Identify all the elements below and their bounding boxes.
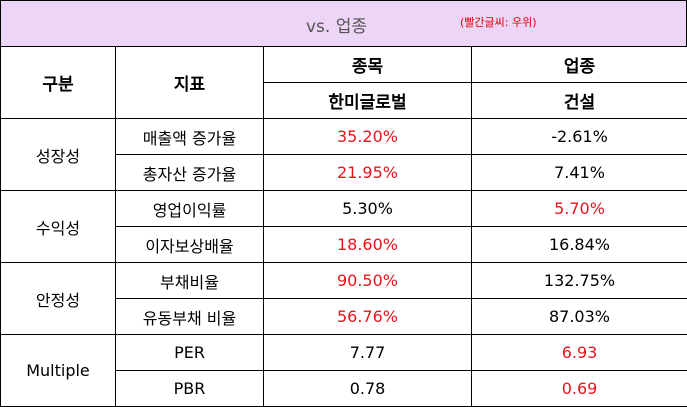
stock-value: 5.30%: [264, 191, 472, 227]
stock-value: 18.60%: [264, 227, 472, 263]
stock-value: 7.77: [264, 335, 472, 371]
title-bar: vs. 업종 (빨간글씨: 우위): [0, 0, 687, 47]
stock-value: 90.50%: [264, 263, 472, 299]
header-industry-name: 건설: [472, 83, 687, 119]
header-indicator: 지표: [116, 47, 264, 119]
stock-value: 35.20%: [264, 119, 472, 155]
header-stock-name: 한미글로벌: [264, 83, 472, 119]
group-label: 성장성: [1, 119, 116, 191]
indicator-cell: 영업이익률: [116, 191, 264, 227]
indicator-cell: 부채비율: [116, 263, 264, 299]
indicator-cell: 이자보상배율: [116, 227, 264, 263]
header-category: 구분: [1, 47, 116, 119]
header-stock-group: 종목: [264, 47, 472, 83]
title-text: vs. 업종: [306, 12, 367, 37]
group-label: 안정성: [1, 263, 116, 335]
indicator-cell: 유동부채 비율: [116, 299, 264, 335]
stock-value: 21.95%: [264, 155, 472, 191]
header-industry-group: 업종: [472, 47, 687, 83]
industry-value: 132.75%: [472, 263, 687, 299]
industry-value: 6.93: [472, 335, 687, 371]
group-label: Multiple: [1, 335, 116, 407]
stock-value: 0.78: [264, 371, 472, 407]
indicator-cell: 매출액 증가율: [116, 119, 264, 155]
stock-value: 56.76%: [264, 299, 472, 335]
industry-value: 7.41%: [472, 155, 687, 191]
industry-value: -2.61%: [472, 119, 687, 155]
indicator-cell: PBR: [116, 371, 264, 407]
industry-value: 0.69: [472, 371, 687, 407]
indicator-cell: 총자산 증가율: [116, 155, 264, 191]
group-label: 수익성: [1, 191, 116, 263]
indicator-cell: PER: [116, 335, 264, 371]
industry-value: 87.03%: [472, 299, 687, 335]
legend-note: (빨간글씨: 우위): [460, 14, 537, 30]
industry-value: 5.70%: [472, 191, 687, 227]
industry-value: 16.84%: [472, 227, 687, 263]
